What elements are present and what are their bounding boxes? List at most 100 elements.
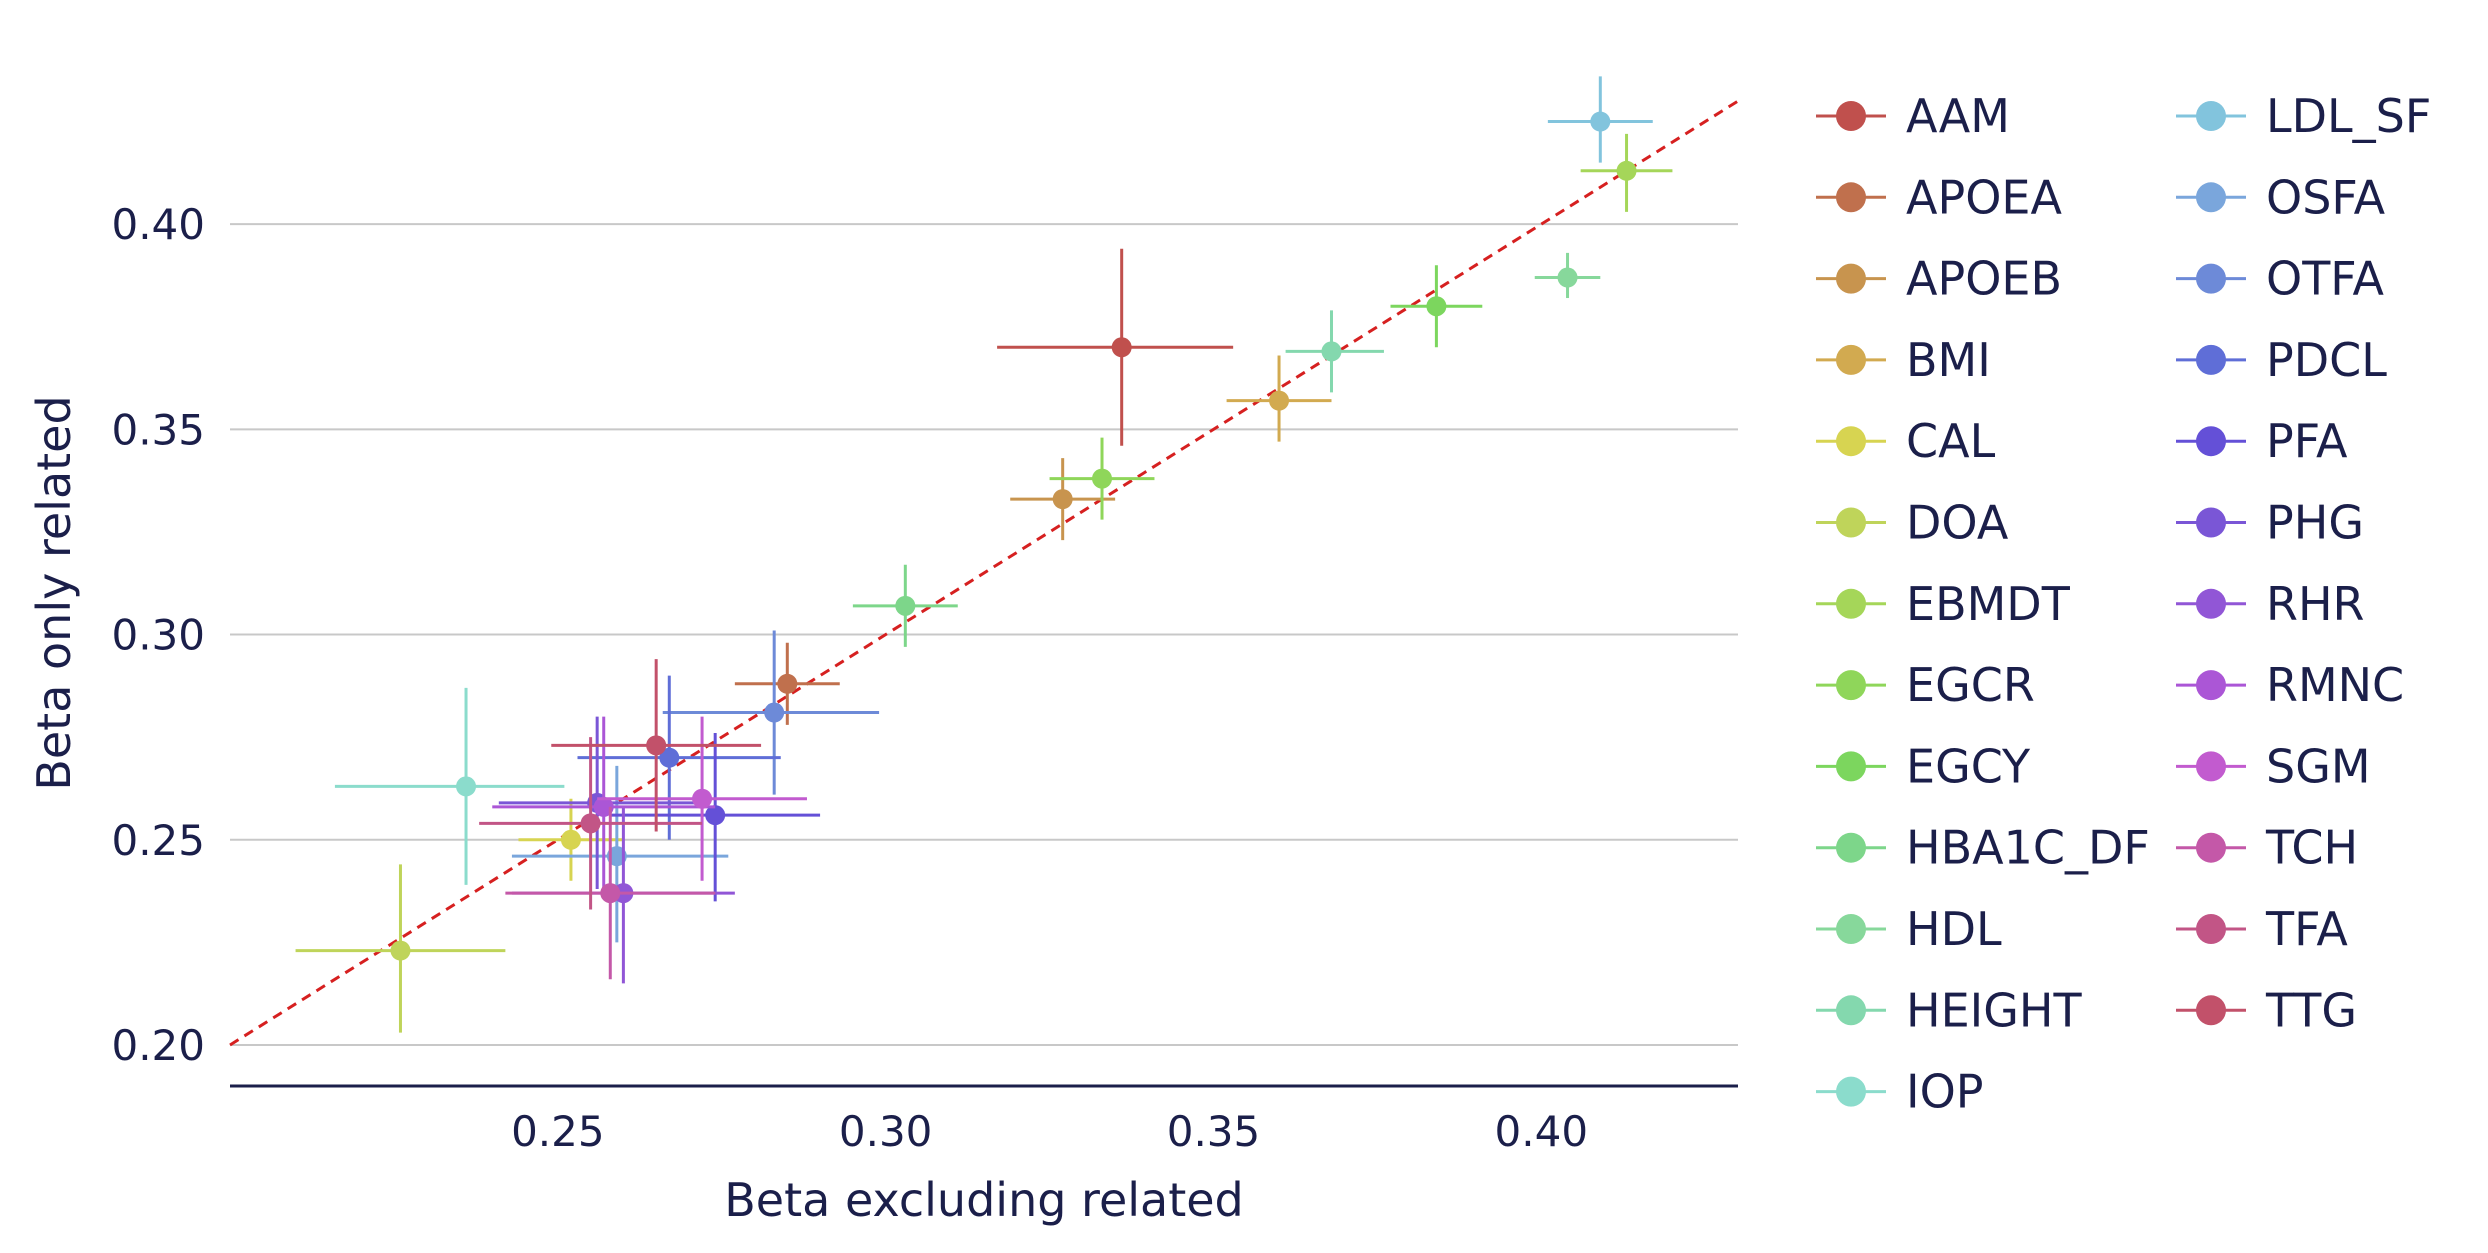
legend-label: PHG [2266,496,2364,550]
data-point [1052,489,1073,510]
point-hdl [1534,252,1601,299]
legend-marker [1836,832,1866,863]
legend-label: PDCL [2266,333,2387,387]
data-point [659,747,680,768]
data-point [1321,341,1342,362]
point-osfa [511,765,729,943]
points-layer [295,76,1673,1033]
data-point [600,883,621,904]
legend-label: APOEA [1906,170,2062,224]
legend-label: BMI [1906,333,1991,387]
legend-label: EGCY [1906,739,2031,793]
legend-label: DOA [1906,496,2009,550]
point-otfa [662,630,880,795]
point-apoea [734,642,840,725]
legend-item-phg: PHG [2176,496,2364,550]
x-axis-title: Beta excluding related [724,1173,1244,1227]
point-bmi [1226,355,1332,442]
legend-item-aam: AAM [1816,89,2010,143]
data-point [777,673,798,694]
data-point [1557,267,1578,288]
legend-label: RMNC [2266,658,2404,712]
legend-marker [2196,670,2226,701]
data-point [593,796,614,817]
point-ebmdt [1580,133,1673,212]
data-point [1092,468,1113,489]
legend-item-egcy: EGCY [1816,739,2031,793]
legend-label: APOEB [1906,252,2062,306]
legend-item-iop: IOP [1816,1065,1984,1119]
legend-item-ttg: TTG [2176,983,2357,1037]
legend-marker [1836,344,1866,375]
legend-marker [2196,426,2226,457]
point-egcr [1049,437,1155,520]
point-tfa [479,737,703,910]
legend-marker [2196,832,2226,863]
legend-marker [1836,751,1866,782]
legend-item-ebmdt: EBMDT [1816,577,2071,631]
x-tick-label: 0.25 [511,1107,605,1156]
point-apoeb [1010,458,1116,541]
data-point [606,846,627,867]
legend-marker [1836,182,1866,213]
legend-item-pfa: PFA [2176,414,2348,468]
legend-label: AAM [1906,89,2010,143]
data-point [390,940,411,961]
point-pdcl [577,675,781,840]
point-egcy [1390,265,1483,348]
point-height [1285,310,1384,393]
legend-label: LDL_SF [2266,89,2431,143]
legend-label: HBA1C_DF [1906,821,2150,875]
legend-label: OSFA [2266,170,2386,224]
legend-item-cal: CAL [1816,414,1996,468]
data-point [580,813,601,834]
legend-item-apoea: APOEA [1816,170,2062,224]
y-tick-label: 0.30 [111,611,205,660]
point-doa [295,864,506,1033]
point-ldl_sf [1547,76,1653,163]
legend-item-tch: TCH [2176,821,2358,875]
legend-marker [2196,751,2226,782]
data-point [895,595,916,616]
data-point [456,776,477,797]
grid-layer [230,223,1738,1046]
legend-marker [1836,507,1866,538]
point-aam [997,248,1234,446]
y-tick-label: 0.20 [111,1021,205,1070]
data-point [692,788,713,809]
legend-marker [1836,1076,1866,1107]
legend-marker [2196,101,2226,131]
legend-label: EBMDT [1906,577,2071,631]
point-pfa [610,733,821,902]
legend-marker [1836,426,1866,457]
data-point [1616,160,1637,181]
legend-label: SGM [2266,739,2371,793]
legend: AAM APOEA APOEB BMI CAL DOA EBMDT EGCR EGCY HBA1C… [1816,89,2431,1119]
point-ttg [551,659,762,832]
legend-marker [2196,344,2226,375]
legend-item-bmi: BMI [1816,333,1991,387]
legend-marker [2196,995,2226,1026]
legend-item-sgm: SGM [2176,739,2371,793]
legend-item-ldl_sf: LDL_SF [2176,89,2431,143]
data-point [560,829,581,850]
data-point [764,702,785,723]
point-sgm [597,716,807,881]
data-point [1590,111,1611,132]
x-tick-label: 0.40 [1495,1107,1589,1156]
legend-item-rhr: RHR [2176,577,2365,631]
axes-layer: 0.20 0.25 0.30 0.35 0.40 0.25 0.30 0.35 0.40 Beta… [27,200,1738,1227]
legend-label: RHR [2266,577,2365,631]
data-point [646,735,667,756]
data-point [1111,337,1132,358]
legend-label: TCH [2265,821,2358,875]
legend-label: HEIGHT [1906,983,2082,1037]
point-rmnc [492,716,716,898]
y-tick-label: 0.40 [111,200,205,249]
reference-line [229,99,1739,1047]
legend-item-osfa: OSFA [2176,170,2386,224]
legend-marker [2196,507,2226,538]
x-tick-label: 0.35 [1167,1107,1261,1156]
